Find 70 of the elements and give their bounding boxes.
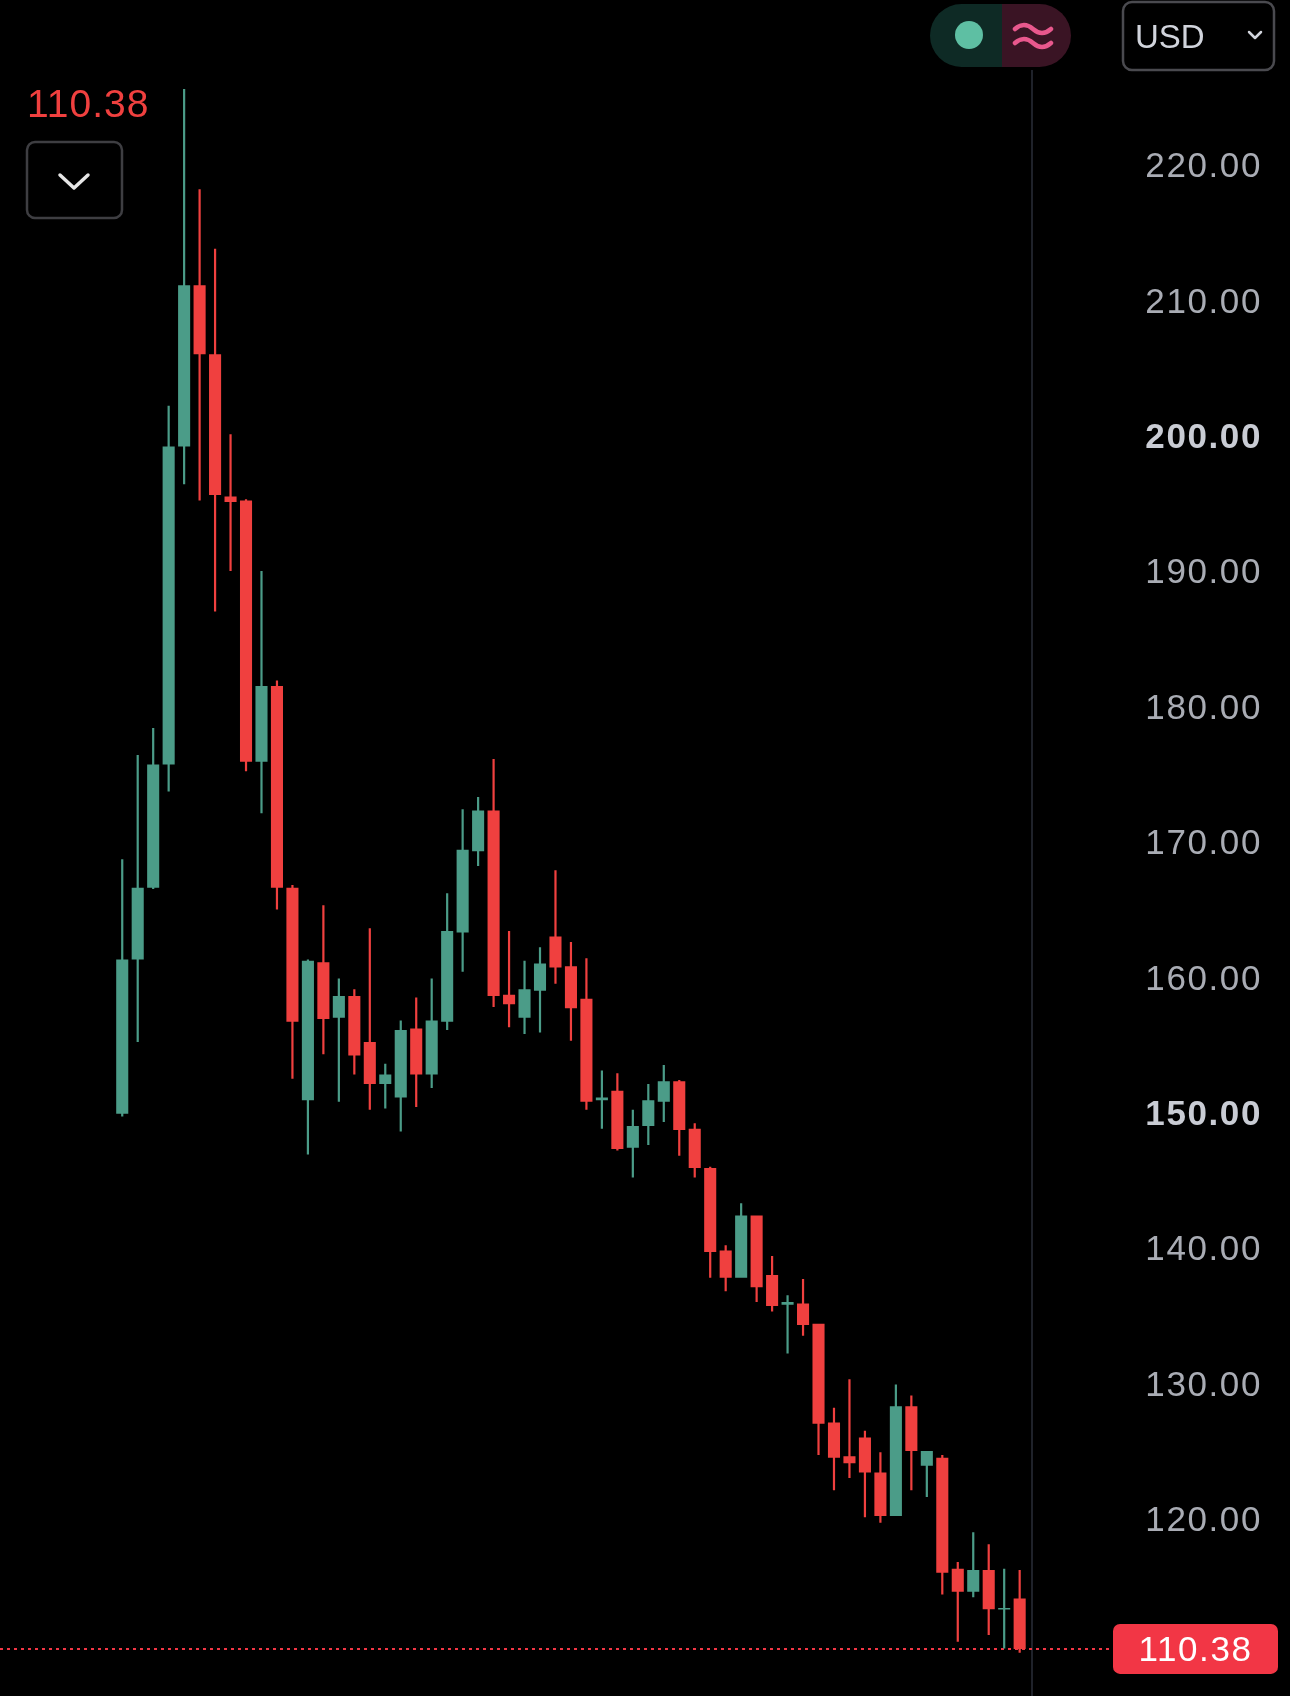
candlestick: [379, 1063, 392, 1109]
candlestick: [704, 1166, 717, 1278]
y-tick-label: 130.00: [1145, 1363, 1262, 1403]
candlestick: [394, 1020, 407, 1132]
candlestick: [332, 978, 345, 1102]
candlestick: [147, 727, 160, 890]
y-tick-label: 220.00: [1145, 145, 1262, 185]
candlestick: [224, 434, 237, 571]
candlestick: [843, 1379, 856, 1479]
candlestick: [642, 1084, 655, 1145]
candlestick: [270, 680, 283, 910]
candlestick: [533, 947, 547, 1033]
candlestick: [564, 941, 577, 1041]
candlestick: [781, 1295, 794, 1354]
y-tick-label: 210.00: [1145, 280, 1262, 320]
candlestick: [719, 1245, 732, 1292]
candlestick: [410, 997, 423, 1108]
y-tick-label: 170.00: [1145, 822, 1262, 862]
candlestick: [797, 1279, 810, 1336]
y-tick-label: 190.00: [1145, 551, 1262, 591]
candlestick: [286, 885, 299, 1079]
candlestick: [750, 1215, 763, 1303]
candlestick: [858, 1430, 871, 1518]
candlestick: [827, 1407, 841, 1491]
candlestick: [580, 958, 593, 1110]
candlestick: [889, 1384, 902, 1516]
candlestick: [982, 1544, 995, 1636]
candlestick: [905, 1395, 918, 1491]
candlestick: [766, 1255, 779, 1312]
candlestick: [657, 1065, 670, 1122]
y-tick-label: 160.00: [1145, 957, 1262, 997]
annotation: 110.38: [27, 81, 150, 125]
candlestick: [425, 978, 438, 1089]
candlestick: [967, 1532, 980, 1598]
ref-line-label: 110.38: [1138, 1629, 1253, 1669]
candlestick: [348, 989, 361, 1075]
candlestick: [193, 189, 206, 501]
candlestick: [936, 1455, 949, 1595]
y-axis-title: USD: [1135, 17, 1205, 55]
y-tick-label: 200.00: [1145, 416, 1262, 456]
candlestick: [518, 960, 531, 1034]
candlestick: [441, 893, 454, 1030]
candlestick: [239, 499, 253, 772]
candlestick: [688, 1123, 701, 1178]
candlestick: [162, 405, 175, 792]
candlestick: [255, 570, 268, 814]
candlestick: [301, 959, 314, 1155]
candlestick: [951, 1561, 964, 1642]
candlestick: [735, 1203, 748, 1278]
y-tick-label: 140.00: [1145, 1228, 1262, 1268]
candlestick: [456, 809, 469, 972]
candlestick: [487, 759, 500, 1007]
candlestick: [549, 870, 562, 984]
candlestick: [503, 931, 516, 1028]
candlestick: [673, 1079, 686, 1156]
y-tick-label: 150.00: [1145, 1092, 1262, 1132]
candlestick: [472, 797, 485, 867]
y-tick-label: 120.00: [1145, 1499, 1262, 1539]
y-tick-label: 180.00: [1145, 686, 1262, 726]
candlestick: [874, 1452, 887, 1523]
candlestick: [116, 859, 129, 1117]
candlestick: [363, 928, 376, 1110]
candlestick: [131, 755, 144, 1043]
candlestick: [209, 248, 222, 612]
candlestick: [178, 88, 191, 485]
candlestick: [920, 1450, 933, 1497]
candlestick: [812, 1323, 825, 1456]
candlestick: [626, 1109, 639, 1178]
candlestick: [611, 1073, 624, 1151]
candlestick: [317, 905, 330, 1055]
